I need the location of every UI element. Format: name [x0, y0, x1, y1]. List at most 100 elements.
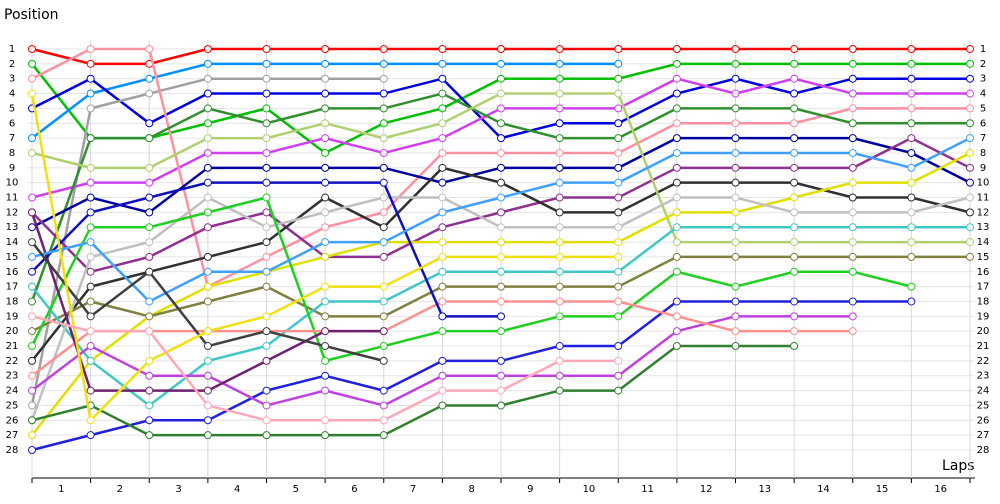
point [614, 178, 623, 187]
point [438, 356, 447, 365]
point [497, 104, 505, 113]
point [731, 59, 740, 68]
point [731, 282, 740, 291]
point [497, 282, 505, 291]
point [555, 386, 564, 395]
point [614, 238, 623, 247]
point [145, 163, 154, 172]
point [262, 148, 271, 157]
point [321, 163, 330, 172]
point [379, 356, 388, 365]
point [614, 59, 623, 68]
point [966, 45, 974, 53]
point [438, 386, 447, 395]
point [262, 119, 271, 128]
point [614, 45, 623, 53]
point [203, 193, 212, 202]
point [966, 178, 974, 187]
y-tick-label: 14 [6, 237, 19, 248]
point [262, 104, 271, 113]
point [614, 371, 623, 380]
x-tick-label: 3 [175, 484, 181, 495]
point [203, 327, 212, 336]
point [379, 119, 388, 128]
point [145, 89, 154, 98]
point [86, 208, 95, 217]
series-line [30, 196, 912, 363]
point [555, 74, 564, 83]
y-tick-label-right: 17 [977, 282, 990, 293]
point [379, 163, 388, 172]
point [966, 238, 974, 247]
point [321, 193, 330, 202]
y-tick-label-right: 28 [977, 445, 990, 456]
point [379, 386, 388, 395]
point [555, 282, 564, 291]
y-tick-label-right: 25 [977, 400, 990, 411]
point [731, 119, 740, 128]
point [555, 356, 564, 365]
point [672, 148, 681, 157]
y-tick-label-right: 21 [977, 341, 990, 352]
point [966, 163, 974, 172]
point [86, 282, 95, 291]
point [672, 252, 681, 261]
point [966, 193, 974, 202]
point [614, 252, 623, 261]
point [497, 45, 505, 53]
point [731, 342, 740, 351]
point [731, 252, 740, 261]
point [907, 134, 916, 143]
point [790, 59, 799, 68]
point [379, 238, 388, 247]
point [379, 134, 388, 143]
point [86, 267, 95, 276]
point [497, 163, 505, 172]
point [28, 386, 36, 395]
y-tick-label: 12 [6, 207, 19, 218]
point [966, 134, 974, 143]
point [262, 431, 271, 440]
point [497, 312, 505, 321]
x-tick-label: 15 [876, 484, 889, 495]
y-tick-label: 24 [6, 386, 19, 397]
point [203, 45, 212, 53]
point [321, 89, 330, 98]
point [379, 208, 388, 217]
y-tick-label: 7 [9, 133, 15, 144]
point [848, 45, 857, 53]
point [203, 59, 212, 68]
point [262, 416, 271, 425]
point [614, 74, 623, 83]
point [790, 238, 799, 247]
point [203, 297, 212, 306]
point [145, 431, 154, 440]
point [28, 252, 36, 261]
point [86, 238, 95, 247]
point [262, 163, 271, 172]
y-tick-label: 13 [6, 222, 19, 233]
point [731, 178, 740, 187]
point [966, 59, 974, 68]
point [145, 74, 154, 83]
point [203, 282, 212, 291]
point [262, 193, 271, 202]
point [262, 252, 271, 261]
point [497, 223, 505, 232]
point [555, 89, 564, 98]
point [555, 119, 564, 128]
point [614, 193, 623, 202]
point [555, 297, 564, 306]
point [321, 297, 330, 306]
point [555, 252, 564, 261]
point [321, 342, 330, 351]
x-tick-label: 6 [351, 484, 357, 495]
point [672, 223, 681, 232]
point [145, 45, 154, 53]
point [614, 119, 623, 128]
point [555, 45, 564, 53]
point [907, 89, 916, 98]
y-tick-label: 23 [6, 371, 19, 382]
point [145, 401, 154, 410]
